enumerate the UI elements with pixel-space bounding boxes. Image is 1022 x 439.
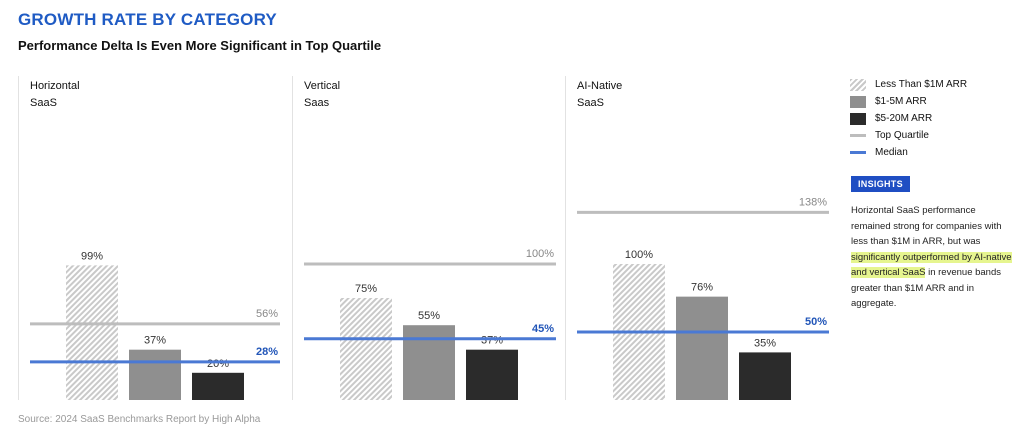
panel-chart-svg: 75% 55% 37% 100% 45% [304,248,556,400]
legend-swatch-gray [850,95,866,108]
legend-item-5-20m: $5-20M ARR [850,110,1020,127]
legend-item-median: Median [850,144,1020,161]
bar-value-label: 37% [481,335,503,347]
legend-label: Less Than $1M ARR [875,79,968,90]
insights-text-before: Horizontal SaaS performance remained str… [851,205,1002,247]
panel-chart-svg: 100% 76% 35% 138% 50% [577,196,829,400]
bar-value-label: 76% [691,282,713,294]
legend-label: Median [875,147,908,158]
bar-5-20m [192,372,244,400]
bar-value-label: 55% [418,310,440,322]
panel-chart-svg: 99% 37% 20% 56% 28% [30,250,280,400]
legend: Less Than $1M ARR $1-5M ARR $5-20M ARR T… [850,76,1020,161]
median-label: 45% [532,323,554,335]
bar-value-label: 20% [207,358,229,370]
bar-value-label: 75% [355,283,377,295]
top-quartile-label: 100% [526,248,554,260]
legend-label: $5-20M ARR [875,113,933,124]
panel-vertical-saas: Vertical Saas 75% 55% 37% 100% 45% [292,76,556,400]
legend-item-1-5m: $1-5M ARR [850,93,1020,110]
insights-badge: INSIGHTS [851,176,910,192]
legend-swatch-median-line [850,151,866,154]
legend-swatch-hatched [850,78,866,91]
top-quartile-label: 56% [256,308,278,320]
panel-divider [18,76,19,400]
panel-label-line2: Saas [304,97,330,109]
bar-5-20m [739,352,791,400]
panel-label-line2: SaaS [577,97,604,109]
chart-title: GROWTH RATE BY CATEGORY [18,10,277,29]
bar-5-20m [466,349,518,400]
panel-label: Vertical Saas [304,78,340,112]
legend-swatch-top-quartile-line [850,134,866,137]
panel-label: AI-Native SaaS [577,78,622,112]
insights-text-after: in revenue bands greater than $1M ARR an… [851,267,1001,309]
legend-item-top-quartile: Top Quartile [850,127,1020,144]
bar-less-than-1m [340,298,392,400]
bar-less-than-1m [66,265,118,400]
median-label: 50% [805,316,827,328]
legend-swatch-dark [850,112,866,125]
top-quartile-label: 138% [799,196,827,208]
panel-label-line1: Horizontal [30,80,80,92]
bar-value-label: 100% [625,249,653,261]
bar-1-5m [676,296,728,400]
bar-value-label: 37% [144,335,166,347]
panel-divider [565,76,566,400]
bar-1-5m [129,349,181,400]
panel-divider [292,76,293,400]
legend-label: Top Quartile [875,130,929,141]
panel-label-line1: Vertical [304,80,341,92]
legend-item-less-than-1m: Less Than $1M ARR [850,76,1020,93]
panel-label-line1: AI-Native [577,80,623,92]
insights-text: Horizontal SaaS performance remained str… [851,203,1013,312]
bar-value-label: 35% [754,337,776,349]
panel-horizontal-saas: Horizontal SaaS 99% 37% 20% 56% 28% [18,76,280,400]
bar-1-5m [403,325,455,400]
median-label: 28% [256,346,278,358]
source-note: Source: 2024 SaaS Benchmarks Report by H… [18,414,261,425]
panel-label: Horizontal SaaS [30,78,80,112]
legend-label: $1-5M ARR [875,96,927,107]
panel-ai-native-saas: AI-Native SaaS 100% 76% 35% 138% 50% [565,76,829,400]
panel-label-line2: SaaS [30,97,57,109]
chart-subtitle: Performance Delta Is Even More Significa… [18,38,382,53]
bar-value-label: 99% [81,250,103,262]
